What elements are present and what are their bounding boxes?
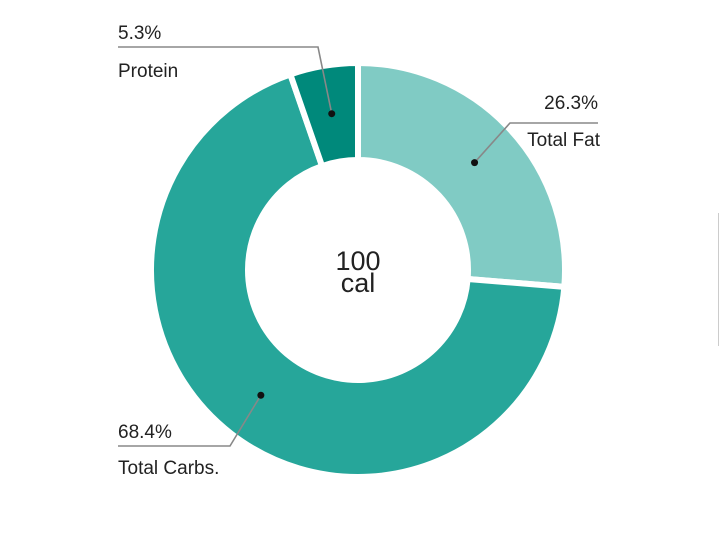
leaders-group [118,46,598,447]
leader-line-total-carbs [118,394,262,447]
center-unit: cal [341,268,376,298]
leader-dot-protein [328,110,336,118]
slice-total-carbs[interactable] [148,70,568,480]
label-percent-protein: 5.3% [118,23,161,44]
slice-protein[interactable] [286,59,361,170]
slice-total-fat[interactable] [355,59,568,291]
leader-dot-total-carbs [257,391,265,399]
panel-edge-divider [718,213,719,346]
leader-dot-total-fat [471,159,479,167]
label-percent-total-carbs: 68.4% [118,422,172,443]
center-value: 100 [335,246,380,276]
label-percent-total-fat: 26.3% [544,93,598,114]
leader-line-total-fat [473,122,598,164]
label-name-protein: Protein [118,61,178,82]
label-name-total-carbs: Total Carbs. [118,458,219,479]
label-name-total-fat: Total Fat [527,130,601,151]
leader-line-protein [118,46,333,114]
slices-group [148,59,568,480]
